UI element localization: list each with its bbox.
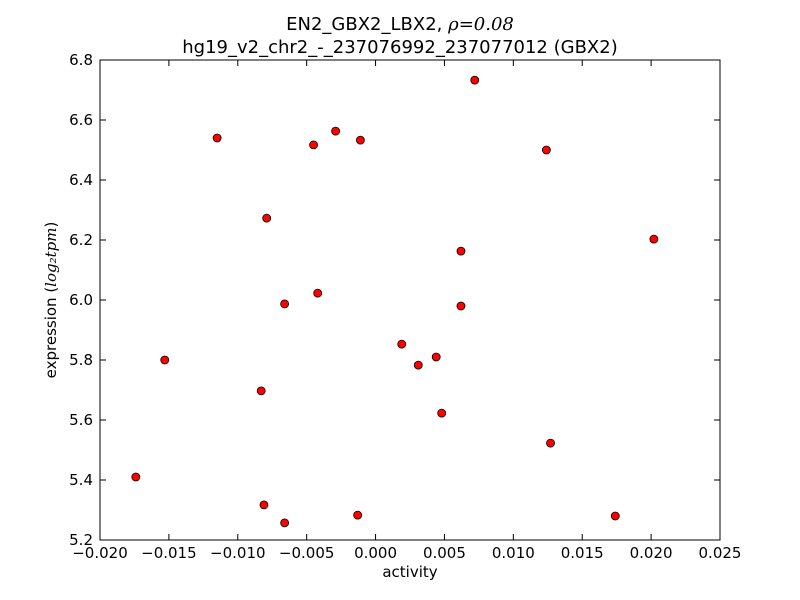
x-tick-label: 0.000 (354, 544, 397, 562)
data-point (309, 140, 318, 150)
y-tick-label: 5.8 (69, 351, 93, 369)
data-point (546, 438, 555, 448)
y-tick-label: 5.6 (69, 411, 93, 429)
y-axis-label: expression (log₂tpm) (42, 222, 60, 379)
data-point (259, 500, 269, 510)
y-tick-label: 5.2 (69, 531, 93, 549)
x-tick-label: 0.020 (630, 544, 673, 562)
x-tick-label: −0.010 (210, 544, 266, 562)
data-point (542, 145, 551, 155)
x-tick-label: 0.010 (492, 544, 535, 562)
chart-title: EN2_GBX2_LBX2, ρ=0.08 (286, 14, 514, 35)
plot-frame (99, 59, 721, 541)
data-point (470, 75, 480, 85)
y-tick-label: 6.6 (69, 111, 93, 129)
y-tick-label: 6.8 (69, 51, 93, 69)
data-point (649, 234, 659, 244)
data-point (610, 511, 620, 521)
y-tick-label: 5.4 (69, 471, 93, 489)
data-point (256, 386, 266, 396)
data-point (212, 133, 222, 143)
data-point (437, 408, 447, 418)
x-tick-label: −0.005 (279, 544, 335, 562)
data-point (355, 135, 365, 145)
x-tick-label: 0.005 (423, 544, 466, 562)
data-point (413, 360, 423, 370)
data-point (160, 355, 170, 365)
chart-title-text: EN2_GBX2_LBX2, (286, 14, 448, 35)
y-axis-label-math: log₂tpm (42, 228, 60, 287)
data-point (331, 126, 341, 136)
y-axis-label-close: ) (42, 222, 60, 228)
x-tick-label: −0.020 (72, 544, 128, 562)
data-point (353, 510, 363, 520)
data-point (397, 339, 407, 349)
x-tick-label: 0.015 (561, 544, 604, 562)
chart-title-rho: ρ=0.08 (447, 14, 514, 35)
data-point (131, 472, 141, 482)
data-point (313, 288, 323, 298)
data-point (262, 213, 272, 223)
data-point (280, 299, 290, 309)
x-tick-label: −0.015 (141, 544, 197, 562)
data-point (431, 352, 441, 362)
data-point (280, 518, 290, 528)
x-tick-label: 0.025 (699, 544, 742, 562)
data-point (456, 246, 466, 256)
y-tick-label: 6.0 (69, 291, 93, 309)
x-axis-label: activity (382, 563, 437, 581)
chart-subtitle: hg19_v2_chr2_-_237076992_237077012 (GBX2… (182, 37, 617, 58)
y-tick-label: 6.2 (69, 231, 93, 249)
plot-area: −0.020 −0.015 −0.010 −0.005 0.000 0.005 0.010 0… (69, 51, 741, 562)
y-axis-label-text: expression ( (42, 287, 60, 379)
data-point (456, 301, 466, 311)
y-tick-label: 6.4 (69, 171, 93, 189)
